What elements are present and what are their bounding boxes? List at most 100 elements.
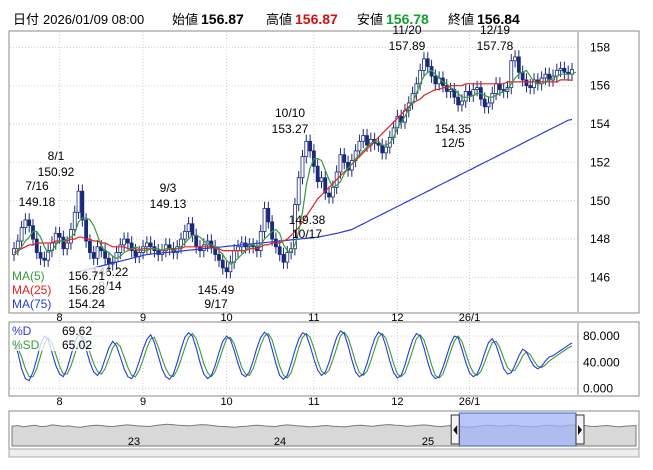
annotation-date: 12/5: [441, 136, 465, 150]
navigator-tick-label: 25: [422, 436, 434, 448]
candle-body: [524, 79, 529, 87]
oscillator-grid: [10, 323, 579, 395]
legend-series-name: MA(75): [12, 297, 51, 311]
candle-body: [532, 79, 536, 89]
candle-body: [456, 96, 461, 106]
osc-x-tick-label: 26/1: [459, 396, 480, 408]
oscillator-legend: %D 69.62 %SD 65.02: [10, 323, 94, 352]
annotation-value: 149.18: [19, 195, 56, 209]
candle-body: [281, 254, 286, 263]
y-tick-label: 156: [590, 79, 610, 93]
candle-body: [327, 192, 331, 198]
candle-body: [125, 238, 130, 244]
candle-body: [217, 254, 221, 261]
candle-body: [201, 244, 206, 252]
annotation-date: 12/19: [480, 23, 510, 37]
legend-series-name: MA(25): [12, 283, 51, 297]
candle-body: [27, 219, 32, 227]
candle-body: [384, 146, 388, 154]
candle-body: [513, 56, 517, 62]
ma75-line: [78, 118, 573, 273]
sd-line: [13, 331, 573, 379]
candle-body: [224, 267, 229, 273]
candle-body: [129, 242, 134, 252]
y-tick-label: 150: [590, 194, 610, 208]
osc-legend-value: 69.62: [62, 324, 92, 338]
candle-body: [376, 142, 381, 146]
candle-body: [194, 234, 199, 248]
candle-body: [380, 144, 385, 154]
osc-y-tick-label: 0.000: [583, 381, 613, 395]
ma5-line: [13, 69, 577, 265]
main-panel-frame: [8, 30, 640, 314]
y-tick-label: 152: [590, 155, 610, 169]
candle-body: [338, 154, 343, 173]
candle-body: [558, 68, 563, 71]
candle-body: [262, 208, 267, 232]
annotation-date: 10/17: [292, 227, 322, 241]
x-tick-label: 26/1: [459, 312, 480, 324]
annotation-date: 7/16: [25, 179, 49, 193]
annotation-value: 157.89: [389, 39, 426, 53]
candle-body: [425, 58, 430, 67]
candle-body: [467, 91, 472, 96]
osc-x-tick-label: 9: [140, 396, 146, 408]
navigator: 23 24 25: [8, 412, 640, 458]
candle-body: [220, 259, 225, 269]
osc-legend-name: %SD: [12, 338, 40, 352]
candle-body: [57, 232, 62, 238]
candle-body: [494, 83, 498, 94]
annotation-value: 145.49: [198, 283, 235, 297]
main-x-axis: 8 9 10 11 12 26/1: [56, 312, 480, 324]
candle-body: [509, 60, 514, 89]
candle-body: [95, 246, 100, 259]
annotation-date: 9/3: [160, 181, 177, 195]
candle-body: [330, 186, 335, 198]
candle-body: [277, 246, 282, 255]
candle-body: [516, 56, 521, 73]
candle-body: [186, 223, 191, 232]
x-tick-label: 12: [391, 312, 403, 324]
candle-body: [88, 240, 92, 253]
candle-body: [118, 244, 123, 253]
osc-legend-value: 65.02: [62, 338, 92, 352]
candle-body: [72, 211, 77, 230]
annotation-date: 9/17: [204, 297, 228, 311]
candle-body: [323, 177, 328, 194]
osc-x-tick-label: 11: [308, 396, 319, 408]
candle-body: [106, 257, 111, 265]
candle-body: [91, 252, 96, 259]
osc-y-tick-label: 40.000: [583, 355, 620, 369]
candle-body: [482, 98, 487, 108]
candle-body: [84, 219, 89, 242]
candle-body: [258, 231, 263, 252]
candle-body: [365, 135, 369, 146]
candle-body: [182, 231, 187, 240]
candle-body: [475, 87, 480, 90]
y-tick-label: 158: [590, 40, 610, 54]
candle-body: [266, 208, 271, 223]
main-annotations: 7/16149.188/1150.92146.228/149/3149.1314…: [19, 23, 514, 311]
candle-body: [543, 73, 548, 79]
candle-body: [122, 238, 126, 246]
osc-x-tick-label: 10: [220, 396, 232, 408]
candle-body: [357, 140, 362, 152]
close-label: 終値: [448, 12, 474, 27]
candle-body: [342, 154, 347, 163]
candle-body: [285, 252, 290, 263]
candle-body: [53, 232, 58, 244]
candle-body: [38, 252, 43, 259]
candle-body: [228, 261, 233, 273]
x-tick-label: 9: [140, 312, 146, 324]
candle-body: [15, 240, 20, 250]
navigator-selection[interactable]: [458, 412, 577, 447]
osc-legend-background: [10, 323, 94, 351]
navigator-scrollbar[interactable]: [8, 448, 640, 458]
oscillator-x-axis: 8 9 10 11 12 26/1: [56, 396, 480, 408]
annotation-value: 153.27: [272, 122, 309, 136]
low-label: 安値: [357, 12, 383, 27]
candle-body: [34, 238, 39, 253]
navigator-tick-label: 23: [128, 436, 140, 448]
y-tick-label: 148: [590, 232, 610, 246]
